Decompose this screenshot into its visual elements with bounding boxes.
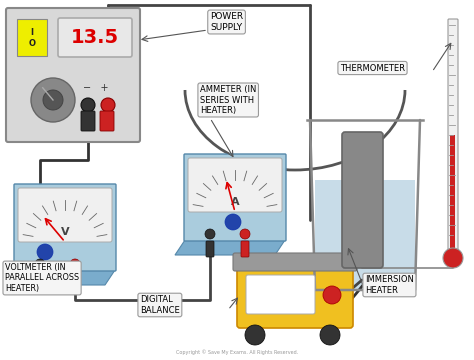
Text: 13.5: 13.5 (71, 28, 119, 47)
Circle shape (81, 98, 95, 112)
Text: THERMOMETER: THERMOMETER (340, 63, 405, 72)
Circle shape (205, 229, 215, 239)
Polygon shape (175, 240, 285, 255)
Circle shape (31, 78, 75, 122)
FancyBboxPatch shape (6, 8, 140, 142)
Circle shape (225, 214, 241, 230)
FancyBboxPatch shape (18, 188, 112, 242)
FancyBboxPatch shape (246, 275, 315, 314)
Text: I
O: I O (28, 28, 36, 48)
FancyBboxPatch shape (17, 19, 47, 56)
Text: POWER
SUPPLY: POWER SUPPLY (210, 12, 243, 32)
Text: DIGITAL
BALANCE: DIGITAL BALANCE (140, 295, 180, 315)
FancyBboxPatch shape (184, 154, 286, 241)
Circle shape (70, 259, 80, 269)
FancyBboxPatch shape (206, 241, 214, 257)
FancyBboxPatch shape (233, 253, 357, 271)
FancyBboxPatch shape (241, 241, 249, 257)
Circle shape (323, 286, 341, 304)
Circle shape (101, 98, 115, 112)
FancyBboxPatch shape (14, 184, 116, 271)
Text: VOLTMETER (IN
PARALLEL ACROSS
HEATER): VOLTMETER (IN PARALLEL ACROSS HEATER) (5, 263, 79, 293)
Polygon shape (5, 270, 115, 285)
Text: Copyright © Save My Exams. All Rights Reserved.: Copyright © Save My Exams. All Rights Re… (176, 349, 298, 355)
Circle shape (245, 325, 265, 345)
FancyBboxPatch shape (81, 111, 95, 131)
Circle shape (43, 90, 63, 110)
Circle shape (443, 248, 463, 268)
Text: −   +: − + (83, 83, 109, 93)
FancyBboxPatch shape (100, 111, 114, 131)
FancyBboxPatch shape (448, 19, 458, 251)
FancyBboxPatch shape (188, 158, 282, 212)
Text: AMMETER (IN
SERIES WITH
HEATER): AMMETER (IN SERIES WITH HEATER) (200, 85, 256, 115)
Text: A: A (231, 197, 239, 207)
Text: IMMERSION
HEATER: IMMERSION HEATER (365, 275, 414, 295)
FancyBboxPatch shape (36, 271, 44, 287)
Polygon shape (315, 180, 415, 290)
Bar (450, 135, 456, 250)
FancyBboxPatch shape (58, 18, 132, 57)
FancyBboxPatch shape (237, 262, 353, 328)
Text: V: V (61, 227, 69, 237)
FancyBboxPatch shape (71, 271, 79, 287)
Circle shape (320, 325, 340, 345)
FancyBboxPatch shape (342, 132, 383, 268)
Circle shape (35, 259, 45, 269)
Circle shape (37, 244, 53, 260)
Circle shape (240, 229, 250, 239)
